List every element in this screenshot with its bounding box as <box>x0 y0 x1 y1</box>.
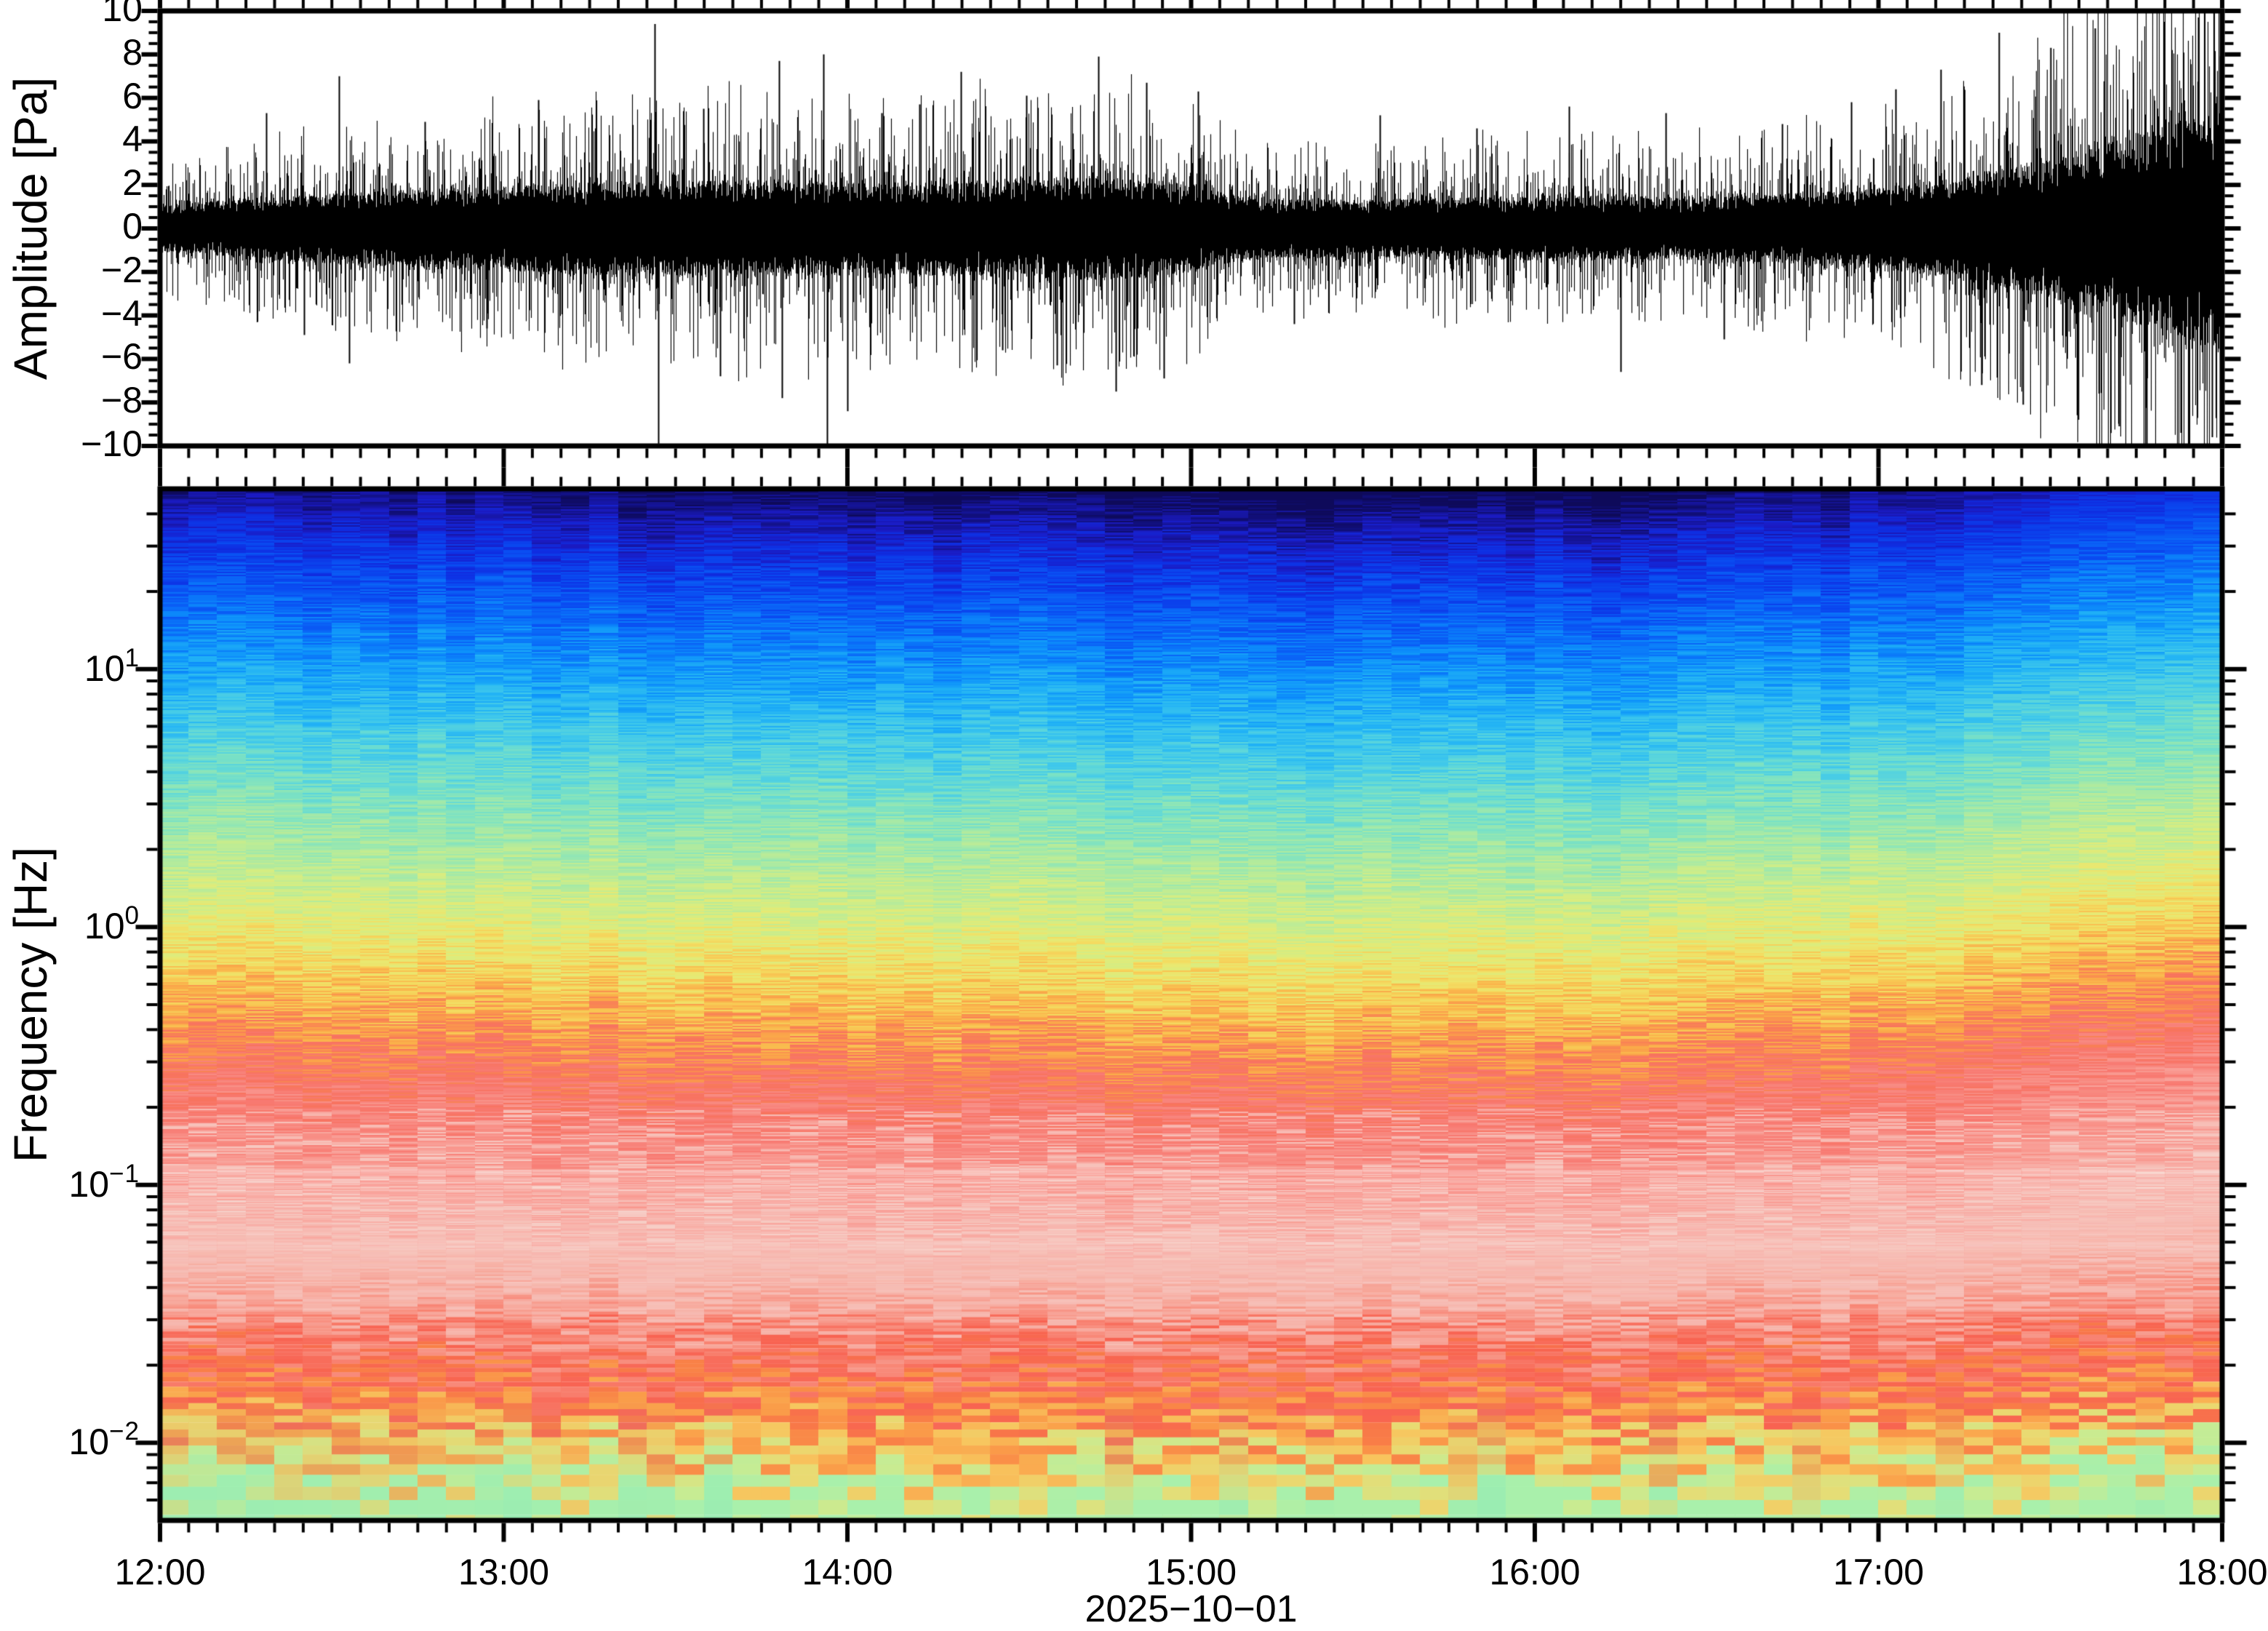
amplitude-tick-label: 10 <box>102 0 143 29</box>
time-tick-label: 18:00 <box>2176 1552 2268 1592</box>
freq-tick-base: 10 <box>84 647 125 689</box>
time-tick-label: 17:00 <box>1832 1552 1925 1592</box>
amplitude-tick-label: −8 <box>100 380 143 421</box>
time-tick-label: 12:00 <box>114 1552 206 1592</box>
amplitude-tick-label: 0 <box>122 206 143 247</box>
freq-tick-exponent: 1 <box>124 643 140 672</box>
freq-tick-exponent: 0 <box>124 901 140 930</box>
freq-tick-exponent: −2 <box>109 1417 140 1446</box>
freq-tick-exponent: −1 <box>109 1159 140 1188</box>
date-label: 2025−10−01 <box>1085 1588 1298 1630</box>
amplitude-tick-label: 2 <box>122 162 143 204</box>
amplitude-tick-label: −10 <box>81 423 143 464</box>
amplitude-tick-label: −4 <box>100 292 143 334</box>
freq-tick-base: 10 <box>84 906 125 947</box>
time-tick-label: 14:00 <box>802 1552 893 1592</box>
frequency-tick-label: 100 <box>0 902 140 946</box>
frequency-axis-title: Frequency [Hz] <box>4 847 57 1163</box>
time-tick-label: 13:00 <box>458 1552 550 1592</box>
time-tick-label: 16:00 <box>1489 1552 1581 1592</box>
amplitude-tick-label: 8 <box>122 31 143 73</box>
amplitude-tick-label: 6 <box>122 75 143 116</box>
frequency-tick-label: 10−2 <box>0 1418 140 1462</box>
amplitude-tick-label: 4 <box>122 119 143 160</box>
freq-tick-base: 10 <box>68 1163 110 1205</box>
amplitude-tick-label: −6 <box>100 336 143 378</box>
freq-tick-base: 10 <box>68 1421 110 1463</box>
time-tick-label: 15:00 <box>1145 1552 1237 1592</box>
amplitude-tick-label: −2 <box>100 249 143 290</box>
frequency-tick-label: 10−1 <box>0 1160 140 1205</box>
frequency-tick-label: 101 <box>0 643 140 689</box>
